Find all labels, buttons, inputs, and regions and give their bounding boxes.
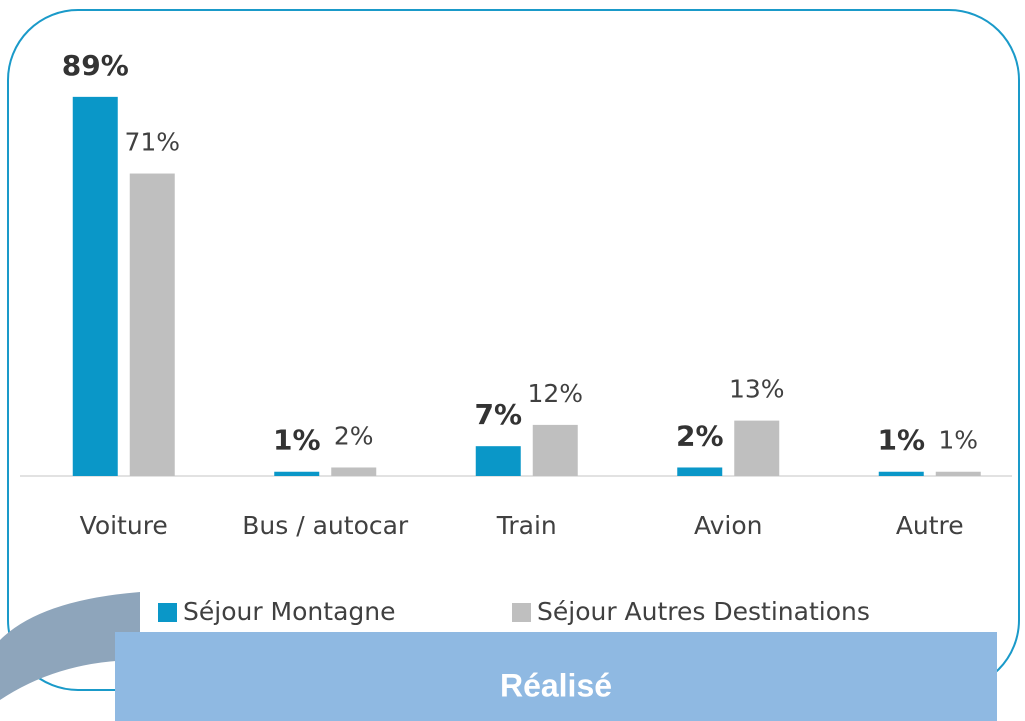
legend-swatch (512, 603, 531, 622)
data-label: 71% (124, 128, 180, 157)
bar (878, 471, 924, 476)
data-label: 12% (527, 379, 583, 408)
bar (129, 173, 175, 477)
data-label: 1% (938, 426, 978, 455)
x-tick-label: Bus / autocar (242, 511, 409, 540)
data-label: 13% (729, 375, 785, 404)
bar (72, 96, 118, 477)
bar (935, 471, 981, 476)
data-label: 2% (334, 421, 374, 450)
bar (532, 424, 578, 476)
banner (115, 632, 997, 721)
bar (274, 471, 320, 476)
data-label: 2% (676, 419, 724, 452)
x-tick-label: Voiture (80, 511, 168, 540)
bar (475, 446, 521, 476)
x-tick-label: Avion (694, 511, 763, 540)
banner-text: Réalisé (500, 667, 612, 703)
bar (331, 467, 377, 476)
data-label: 1% (877, 424, 925, 457)
data-label: 89% (62, 49, 129, 82)
legend-label: Séjour Autres Destinations (537, 597, 870, 626)
x-tick-label: Train (496, 511, 557, 540)
legend-swatch (158, 603, 177, 622)
bar (677, 467, 723, 476)
swoosh (0, 592, 140, 700)
x-tick-label: Autre (896, 511, 964, 540)
legend-label: Séjour Montagne (183, 597, 396, 626)
bar (734, 420, 780, 476)
data-label: 7% (474, 398, 522, 431)
data-label: 1% (273, 424, 321, 457)
